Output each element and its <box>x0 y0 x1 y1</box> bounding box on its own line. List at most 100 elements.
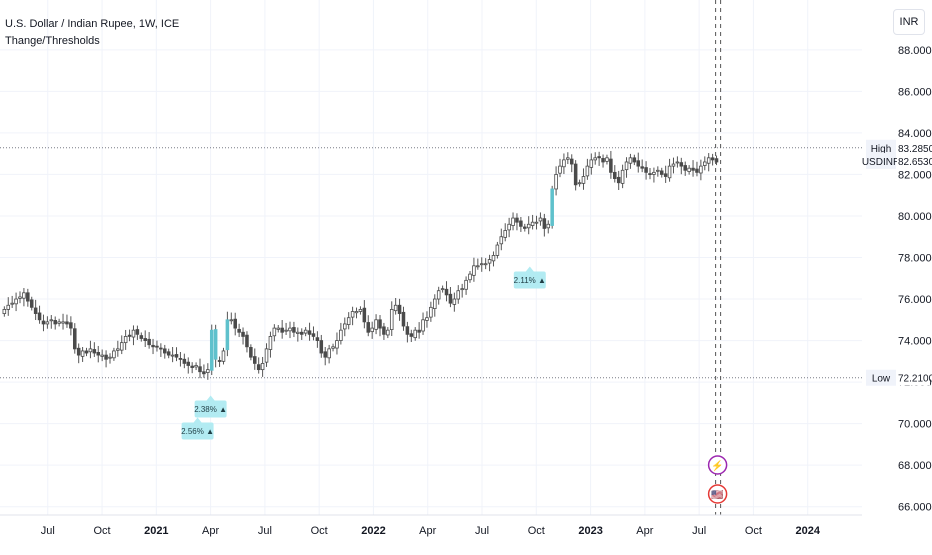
candle <box>460 288 464 291</box>
candle <box>530 221 535 226</box>
candle <box>339 329 343 341</box>
candle <box>386 329 390 336</box>
candle <box>679 162 684 167</box>
candle <box>511 217 515 226</box>
currency-button[interactable]: INR <box>893 9 925 35</box>
candle <box>581 176 586 184</box>
candle <box>577 182 582 185</box>
annotation-callout-1-box <box>181 422 214 440</box>
price-axis-tick: 66.0000 <box>898 502 932 514</box>
candle <box>374 319 378 330</box>
candle <box>472 265 476 276</box>
candle <box>194 365 198 368</box>
low-marker-label-box <box>866 369 896 386</box>
candle <box>202 371 206 375</box>
time-axis-tick: Oct <box>528 525 545 537</box>
candle <box>433 298 437 309</box>
candle <box>640 166 644 169</box>
candle <box>209 329 214 371</box>
candle <box>389 309 394 330</box>
lightning-event-circle[interactable] <box>707 455 728 475</box>
candle <box>151 344 155 348</box>
candle <box>378 319 382 329</box>
candle <box>88 348 93 353</box>
candle <box>159 347 163 350</box>
candle <box>382 326 386 335</box>
candle <box>233 318 237 329</box>
candle <box>644 167 648 173</box>
candle <box>225 319 230 351</box>
candle <box>542 218 547 229</box>
candle <box>253 356 257 364</box>
candle <box>495 244 500 256</box>
candle <box>671 163 676 167</box>
candle <box>18 296 22 299</box>
candle <box>335 340 339 349</box>
candle <box>562 159 566 168</box>
us-flag-event-circle[interactable] <box>707 484 728 504</box>
candle <box>624 161 629 171</box>
us-flag-event-icon[interactable]: 🇺🇸 <box>711 489 724 501</box>
price-axis-tick: 82.0000 <box>898 169 932 181</box>
candle <box>6 304 11 310</box>
candle <box>425 317 429 321</box>
candle <box>499 236 504 245</box>
candle <box>558 165 562 174</box>
last-price-marker-value-box <box>897 152 930 169</box>
candle <box>421 319 425 332</box>
candle <box>589 159 594 168</box>
candle <box>170 354 175 357</box>
candle <box>667 165 672 179</box>
price-axis-tick: 68.0000 <box>898 460 932 472</box>
candle <box>276 327 281 330</box>
candle <box>413 329 417 339</box>
time-axis-tick: 2022 <box>361 525 385 537</box>
candle <box>69 322 73 329</box>
candle <box>628 157 633 164</box>
candle <box>699 165 703 174</box>
candle <box>143 338 147 341</box>
candle <box>198 366 202 373</box>
candle <box>116 348 120 351</box>
time-axis-tick: Apr <box>419 525 436 537</box>
low-marker-value: 72.2100 <box>898 374 932 385</box>
candle <box>104 354 108 360</box>
candle <box>190 365 194 368</box>
candle <box>616 176 621 184</box>
time-axis-tick: Oct <box>311 525 328 537</box>
candle <box>84 350 89 354</box>
candle <box>663 173 668 177</box>
candle <box>515 217 519 223</box>
candle <box>569 158 574 165</box>
candle <box>14 298 18 305</box>
candle <box>96 352 101 356</box>
candle <box>53 320 57 325</box>
candle <box>483 263 488 266</box>
candle <box>260 363 265 371</box>
candle <box>166 351 171 356</box>
candle <box>2 309 7 314</box>
candle <box>343 323 347 330</box>
candle <box>299 331 304 335</box>
candle <box>296 331 300 334</box>
candle <box>323 351 327 358</box>
candle <box>319 340 324 354</box>
candle <box>538 217 543 222</box>
candle <box>440 288 445 291</box>
time-axis-tick: Jul <box>41 525 55 537</box>
candle <box>229 319 234 322</box>
candle <box>92 349 97 354</box>
candle <box>534 221 539 224</box>
candle <box>546 223 551 229</box>
lightning-event-icon[interactable]: ⚡ <box>711 459 723 472</box>
candle <box>73 328 77 350</box>
candle <box>593 157 597 161</box>
candle <box>155 345 159 348</box>
candle <box>703 161 707 166</box>
candle <box>288 327 292 332</box>
time-axis-tick: Oct <box>745 525 762 537</box>
low-marker-value-box <box>897 369 930 386</box>
annotation-callout-3-box <box>513 271 546 289</box>
